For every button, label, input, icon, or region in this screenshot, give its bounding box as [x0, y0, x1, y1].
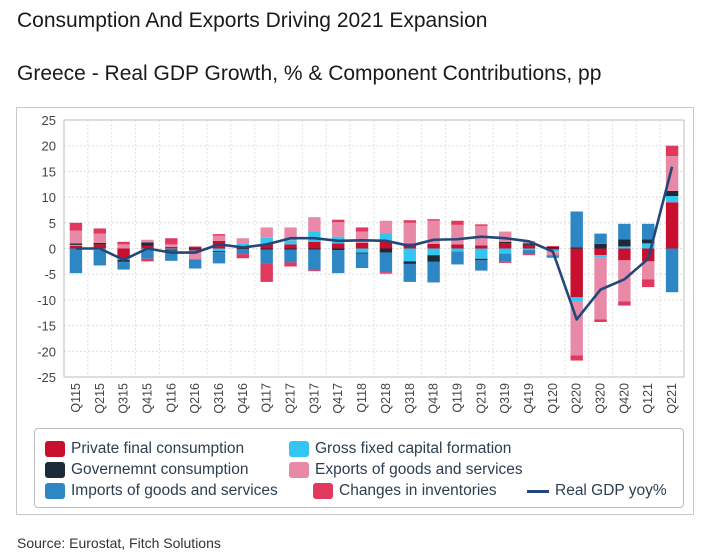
legend-item-inventories: Changes in inventories	[313, 481, 497, 501]
chart-title: Consumption And Exports Driving 2021 Exp…	[17, 9, 488, 32]
legend-item-exports: Exports of goods and services	[289, 460, 523, 480]
legend-item-private: Private final consumption	[45, 439, 244, 459]
legend-label: Gross fixed capital formation	[315, 440, 512, 457]
chart-legend: Private final consumption Gross fixed ca…	[34, 428, 684, 508]
legend-swatch-imports	[45, 483, 65, 499]
legend-swatch-gfcf	[289, 441, 309, 457]
legend-item-gov: Governemnt consumption	[45, 460, 248, 480]
legend-swatch-exports	[289, 462, 309, 478]
legend-swatch-inventories	[313, 483, 333, 499]
legend-item-gdp-line: Real GDP yoy%	[527, 481, 667, 501]
legend-label: Governemnt consumption	[71, 461, 249, 478]
legend-label: Private final consumption	[71, 440, 245, 457]
source-note: Source: Eurostat, Fitch Solutions	[17, 535, 221, 551]
legend-label: Exports of goods and services	[315, 461, 523, 478]
chart-subtitle: Greece - Real GDP Growth, % & Component …	[17, 62, 602, 85]
legend-item-gfcf: Gross fixed capital formation	[289, 439, 511, 459]
legend-swatch-private	[45, 441, 65, 457]
legend-label: Changes in inventories	[339, 482, 497, 499]
legend-swatch-gov	[45, 462, 65, 478]
legend-swatch-gdp-line	[527, 489, 549, 493]
legend-label: Imports of goods and services	[71, 482, 278, 499]
legend-label: Real GDP yoy%	[555, 482, 667, 499]
legend-item-imports: Imports of goods and services	[45, 481, 278, 501]
